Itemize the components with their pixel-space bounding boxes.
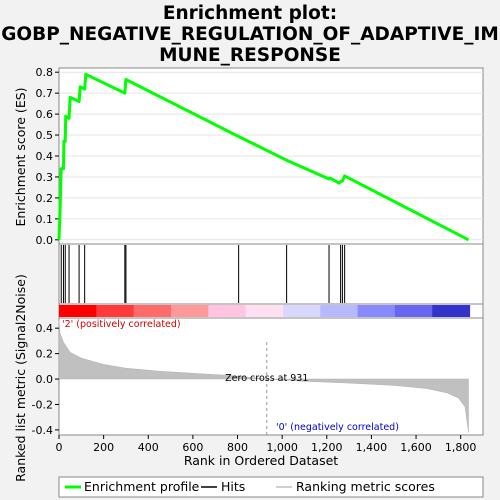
es-y-tick-label: 0.6 (36, 108, 54, 121)
negative-correlated-label: '0' (negatively correlated) (276, 422, 399, 433)
es-y-tick-label: 0.1 (36, 213, 54, 226)
ranking-bar-segment (394, 305, 433, 317)
es-y-tick-label: 0.4 (36, 150, 54, 163)
x-tick-label: 200 (93, 441, 114, 454)
ranking-bar-segment (282, 305, 321, 317)
positive-correlated-label: '2' (positively correlated) (62, 319, 181, 330)
x-tick-label: 400 (138, 441, 159, 454)
zero-cross-label: Zero cross at 931 (225, 373, 308, 384)
metric-y-ticks: 0.4 0.2 0.0 -0.2 -0.4 (32, 322, 59, 437)
x-tick-label: 600 (182, 441, 203, 454)
legend-label-enrichment: Enrichment profile (84, 479, 200, 494)
x-tick-label: 1,200 (311, 441, 343, 454)
ranking-bar-segment (432, 305, 471, 317)
x-tick-label: 0 (56, 441, 63, 454)
x-ticks: 0 200 400 600 800 1,000 1,200 1,400 1,600 1,800 (56, 435, 477, 454)
metric-y-axis-label: Ranked list metric (Signal2Noise) (13, 274, 28, 482)
metric-y-tick-label: -0.4 (32, 424, 53, 437)
x-tick-label: 800 (227, 441, 248, 454)
es-y-tick-label: 0.8 (36, 66, 54, 79)
chart-title-line3: MUNE_RESPONSE (159, 45, 341, 66)
ranking-color-bar (59, 305, 471, 317)
metric-y-tick-label: 0.0 (36, 373, 54, 386)
ranking-bar-segment (320, 305, 359, 317)
ranking-bar-segment (245, 305, 284, 317)
es-y-tick-label: 0.0 (36, 234, 54, 247)
x-tick-label: 1,800 (445, 441, 477, 454)
legend-label-hits: Hits (221, 479, 245, 494)
ranking-bar-segment (96, 305, 135, 317)
es-y-tick-label: 0.7 (36, 87, 54, 100)
metric-y-tick-label: 0.4 (36, 322, 54, 335)
x-axis-label: Rank in Ordered Dataset (184, 453, 338, 468)
x-tick-label: 1,600 (400, 441, 432, 454)
x-tick-label: 1,400 (356, 441, 388, 454)
metric-y-tick-label: 0.2 (36, 348, 54, 361)
enrichment-profile-line (57, 72, 470, 242)
es-y-axis-label: Enrichment score (ES) (13, 87, 28, 226)
ranking-metric-area (58, 320, 469, 433)
hits-panel (58, 243, 484, 305)
ranking-bar-segment (357, 305, 396, 317)
legend-box (58, 476, 484, 498)
ranking-bar-segment (59, 305, 97, 317)
legend-label-ranking: Ranking metric scores (296, 479, 435, 494)
chart-title-line1: Enrichment plot: (163, 3, 337, 24)
es-gridlines (59, 71, 483, 241)
es-y-ticks: 0.0 0.1 0.2 0.3 0.4 0.5 0.6 0.7 0.8 (36, 66, 59, 247)
ranking-bar-segment (208, 305, 247, 317)
es-y-tick-label: 0.5 (36, 129, 54, 142)
chart-title-line2: GOBP_NEGATIVE_REGULATION_OF_ADAPTIVE_IM (1, 24, 499, 45)
es-y-tick-label: 0.3 (36, 171, 54, 184)
x-tick-label: 1,000 (266, 441, 298, 454)
ranking-bar-segment (133, 305, 172, 317)
es-y-tick-label: 0.2 (36, 192, 54, 205)
metric-y-tick-label: -0.2 (32, 398, 53, 411)
ranking-bar-segment (170, 305, 209, 317)
ranking-metric-series (58, 320, 469, 433)
hit-markers (60, 245, 346, 303)
enrichment-profile-series (57, 72, 470, 242)
